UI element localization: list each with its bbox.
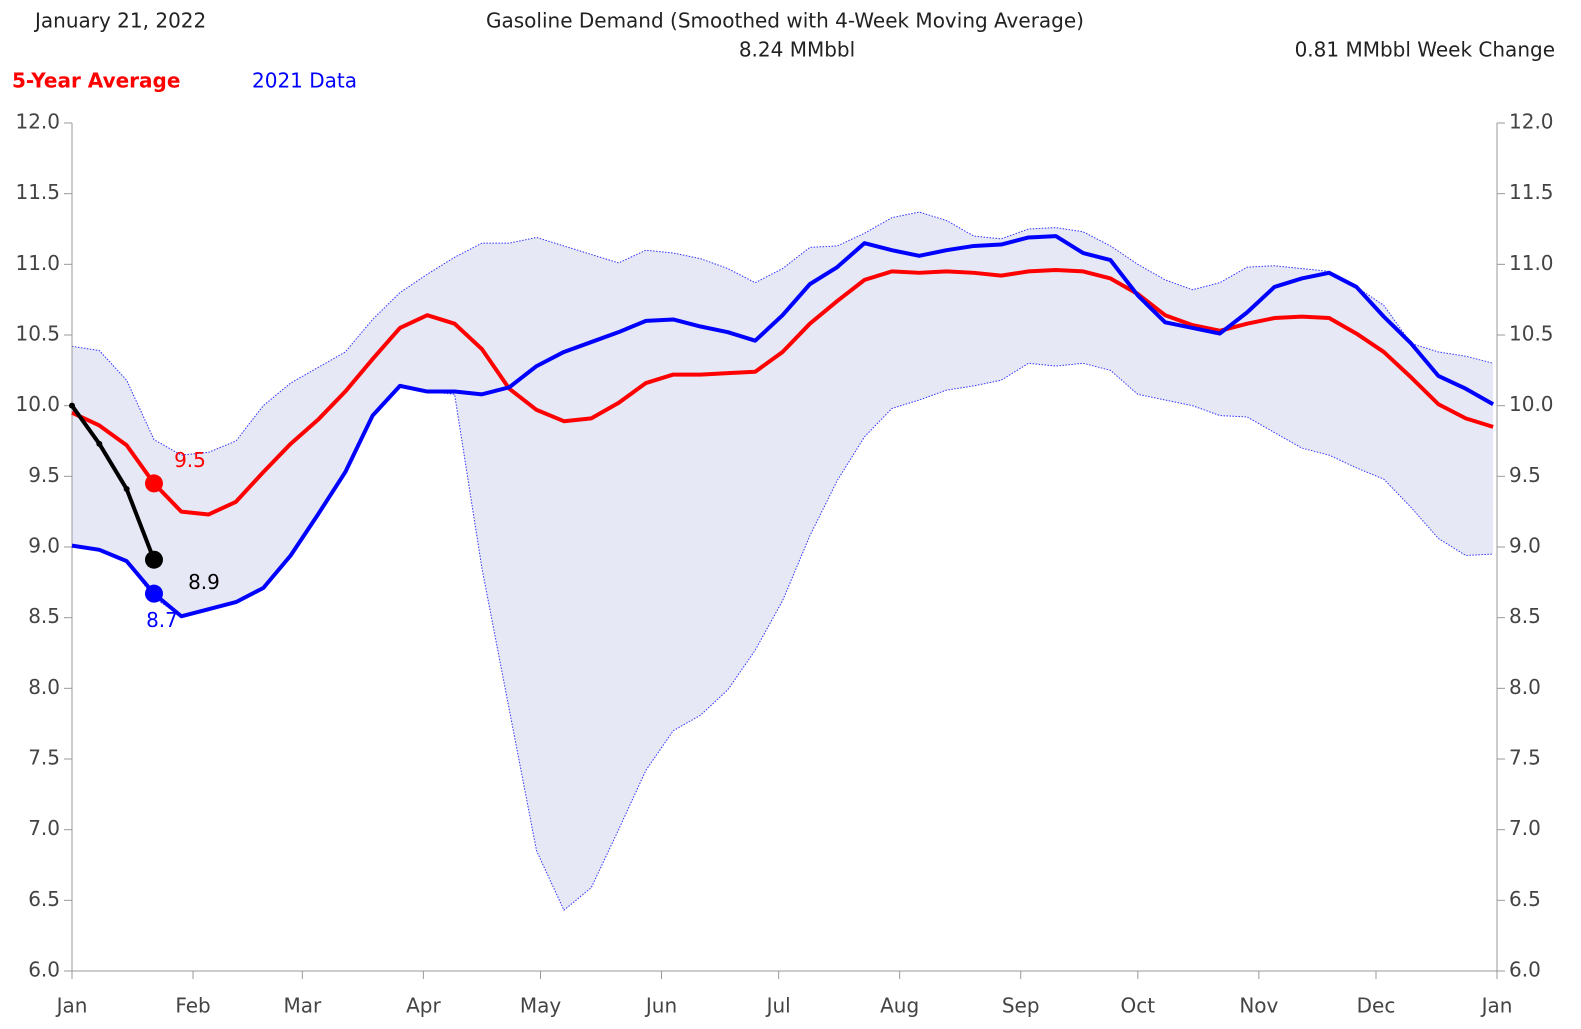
y2-tick-label: 10.0: [1509, 392, 1554, 416]
value-label: 8.7: [146, 608, 178, 632]
series-line: [71, 267, 1494, 517]
y2-tick-label: 9.5: [1509, 463, 1541, 487]
x-tick-label: Jul: [765, 994, 791, 1018]
point: [123, 486, 130, 493]
x-tick-label: Sep: [1002, 994, 1040, 1018]
y-tick-label: 10.0: [15, 392, 60, 416]
series-line: [70, 404, 156, 561]
y2-tick-label: 7.5: [1509, 746, 1541, 770]
y2-tick-label: 9.0: [1509, 534, 1541, 558]
y-tick-label: 9.5: [28, 463, 60, 487]
x-tick-label: Jun: [644, 994, 677, 1018]
y2-tick-label: 12.0: [1509, 110, 1554, 134]
x-tick-label: Jan: [55, 994, 88, 1018]
chart-title: Gasoline Demand (Smoothed with 4-Week Mo…: [486, 9, 1084, 33]
y-tick-label: 7.5: [28, 746, 60, 770]
range-upper: [71, 211, 1494, 456]
legend-entry: 2021 Data: [252, 69, 357, 93]
y-tick-label: 8.5: [28, 604, 60, 628]
y-tick-label: 9.0: [28, 534, 60, 558]
point: [96, 440, 103, 447]
y2-tick-label: 11.5: [1509, 180, 1554, 204]
date: January 21, 2022: [33, 9, 206, 33]
point: [69, 402, 75, 409]
y-tick-label: 7.0: [28, 816, 60, 840]
y2-tick-label: 7.0: [1509, 816, 1541, 840]
y2-tick-label: 10.5: [1509, 322, 1554, 346]
y2-tick-label: 8.5: [1509, 604, 1541, 628]
value-label: 8.9: [188, 570, 220, 594]
x-tick-label: Apr: [406, 994, 441, 1018]
end-marker: [144, 474, 163, 493]
legend-entry: 5-Year Average: [12, 69, 180, 93]
y-tick-label: 11.0: [15, 251, 60, 275]
x-tick-label: Dec: [1357, 994, 1396, 1018]
y-tick-label: 6.5: [28, 887, 60, 911]
x-tick-label: Mar: [283, 994, 322, 1018]
y-tick-label: 8.0: [28, 675, 60, 699]
y2-tick-label: 11.0: [1509, 251, 1554, 275]
y-tick-label: 12.0: [15, 110, 60, 134]
y-tick-label: 11.5: [15, 180, 60, 204]
x-tick-label: Oct: [1121, 994, 1156, 1018]
y2-tick-label: 8.0: [1509, 675, 1541, 699]
y-tick-label: 6.0: [28, 958, 60, 982]
end-marker: [144, 584, 163, 603]
x-tick-label: Jan: [1480, 994, 1513, 1018]
range-band: [72, 212, 1494, 911]
series-line: [71, 234, 1495, 619]
y-tick-label: 10.5: [15, 322, 60, 346]
week-change: 0.81 MMbbl Week Change: [1295, 38, 1555, 62]
x-tick-label: Nov: [1239, 994, 1278, 1018]
y2-tick-label: 6.0: [1509, 958, 1541, 982]
x-tick-label: May: [520, 994, 562, 1018]
subtitle: 8.24 MMbbl: [739, 38, 855, 62]
x-tick-label: Aug: [880, 994, 919, 1018]
value-label: 9.5: [174, 448, 206, 472]
end-marker: [144, 550, 163, 569]
x-tick-label: Feb: [175, 994, 210, 1018]
y2-tick-label: 6.5: [1509, 887, 1541, 911]
